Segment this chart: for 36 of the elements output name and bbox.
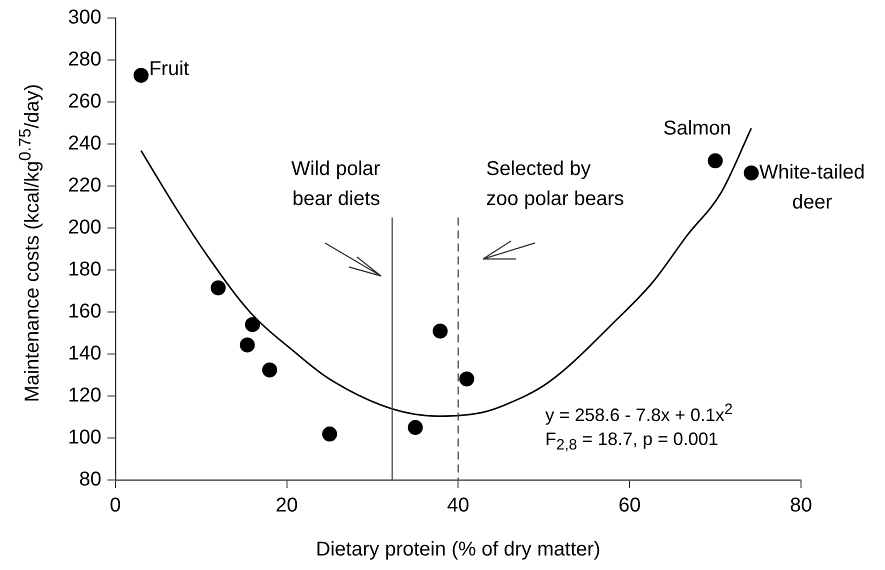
y-tick-label: 300 xyxy=(68,6,102,29)
y-tick-label: 160 xyxy=(68,300,102,323)
point xyxy=(432,324,448,339)
point xyxy=(134,68,149,83)
y-tick-label: 120 xyxy=(68,384,102,407)
x-tick-label: 40 xyxy=(447,494,470,517)
y-tick-label: 180 xyxy=(68,258,102,281)
annotation: Salmon xyxy=(663,117,732,140)
x-tick-label: 80 xyxy=(790,494,812,517)
annotation: Fruit xyxy=(149,58,190,80)
y-tick-label: 80 xyxy=(79,468,102,491)
y-tick-label: 240 xyxy=(68,132,102,155)
y-tick-label: 220 xyxy=(68,174,102,197)
point xyxy=(210,280,226,296)
annotation: F$_{2,8}$ = 18.7, p = 0.001 xyxy=(545,428,720,456)
y-tick-label: 140 xyxy=(68,342,102,365)
x-axis-title: Dietary protein (% of dry matter) xyxy=(316,538,600,561)
point xyxy=(244,317,260,332)
y-tick-label: 260 xyxy=(68,90,102,113)
annotation: y = 258.6 - 7.8x + 0.1x$^{2}$ xyxy=(545,400,733,427)
point xyxy=(240,337,255,352)
point xyxy=(744,165,759,180)
y-tick-label: 280 xyxy=(68,48,102,71)
point xyxy=(459,371,474,386)
annotation: White-tailed deer xyxy=(759,161,865,214)
x-tick-label: 0 xyxy=(110,494,121,517)
point xyxy=(262,362,278,378)
point xyxy=(708,153,723,168)
point xyxy=(408,420,423,435)
x-tick-label: 60 xyxy=(618,494,641,517)
y-tick-label: 200 xyxy=(68,216,102,239)
x-tick-label: 20 xyxy=(276,494,298,517)
point xyxy=(322,426,338,442)
ref-line-label: Wild polar bear diets xyxy=(291,158,381,210)
ref-line-label: Selected by zoo polar bears xyxy=(486,158,624,210)
y-tick-label: 100 xyxy=(68,426,102,449)
